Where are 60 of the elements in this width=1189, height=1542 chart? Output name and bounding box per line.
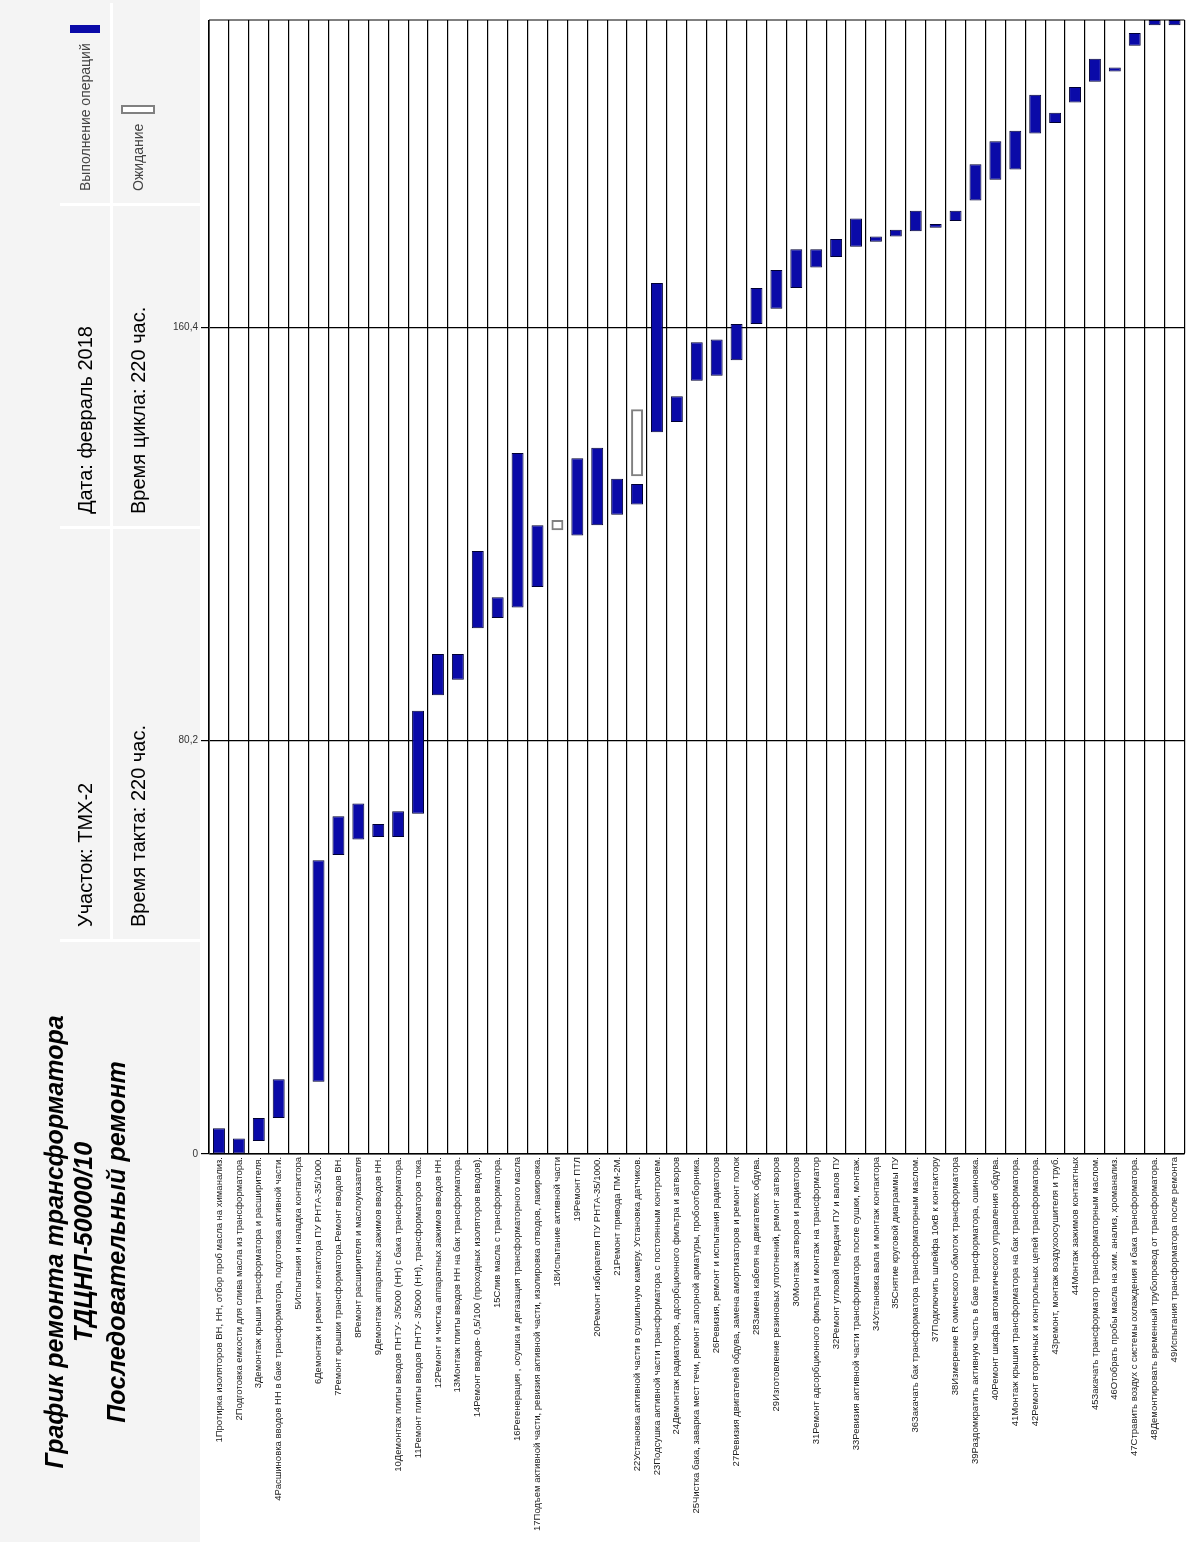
text: Дата: февраль 2018 (72, 325, 97, 516)
x-tick-label: 1Протирка изоляторов ВН, НН, отбор проб масла на химанализ. (212, 1156, 224, 1443)
text: Последовательный ремонт (102, 1060, 131, 1425)
x-tick-label: 27Ревизия двигателей обдува, замена амортизаторов и ремонт полок (730, 1156, 742, 1467)
text: Участок: ТМХ-2 (72, 781, 97, 929)
text: Время цикла: 220 час. (110, 206, 163, 526)
x-tick-label: 46Отобрать пробы масла на хим. анализ, хроманализ. (1108, 1156, 1120, 1400)
y-tick-label: 80,2 (178, 734, 199, 746)
x-tick-label: 15Слив масла с трансформатора. (491, 1156, 503, 1309)
x-tick-label: 37Подключить шлейфа 10кВ к контактору (929, 1156, 941, 1342)
x-tick-label: 33Ревизия активной части трансформатора после сушки, монтаж. (849, 1156, 861, 1451)
x-tick-label: 18Испытание активной части (551, 1156, 563, 1287)
x-tick-label: 38Измерение R омического обмоток трансформатора (949, 1156, 961, 1396)
y-tick-label: 0 (192, 1147, 199, 1159)
x-tick-label: 9Демонтаж аппаратных зажимов вводов НН. (371, 1156, 383, 1356)
x-tick-label: 12Ремонт и чистка аппаратных зажимов вводов НН. (431, 1156, 443, 1389)
text: Время такта: 220 час. (110, 529, 163, 939)
x-tick-label: 34Установка вала и монтаж контактора (869, 1156, 881, 1331)
x-tick-label: 4Расшиновка вводов НН в баке трансформатора, подготовка активной части. (272, 1156, 284, 1501)
x-tick-label: 41Монтаж крышки трансформатора на бак трансформатора. (1008, 1156, 1020, 1427)
x-tick-label: 5Испытания и наладка контактора (292, 1156, 304, 1310)
x-tick-label: 48Демонтировать временный трубопровод от трансформатора. (1148, 1156, 1160, 1440)
x-tick-label: 39Раздомкратить активную часть в баке трансформатора, ошиновка. (969, 1156, 981, 1465)
y-tick-label: 160,4 (172, 320, 199, 332)
x-tick-label: 31Ремонт адсорбционного фильтра и монтаж на трансформатор (809, 1156, 821, 1445)
x-tick-label: 44Монтаж зажимов контактных (1068, 1156, 1080, 1296)
x-tick-label: 32Ремонт угловой передачи ПУ и валов ПУ (829, 1156, 841, 1350)
x-tick-label: 35Снятие круговой диаграммы ПУ (889, 1156, 901, 1309)
x-tick-label: 24Демонтаж радиаторов, адсорбционного фильтра и затворов (670, 1156, 682, 1435)
x-tick-label: 19Ремонт ПТЛ (570, 1156, 582, 1222)
x-tick-label: 6Демонтаж и ремонт контактора ПУ РНТА-35/1000. (312, 1156, 324, 1385)
x-tick-label: 21Ремонт привода ПМ-2М. (610, 1156, 622, 1276)
x-tick-label: 22Установка активной части в сушильную камеру. Установка датчиков. (630, 1156, 642, 1472)
x-tick-label: 49Испытания трансформатора после ремонта (1168, 1156, 1180, 1363)
x-tick-label: 36Закачать бак трансформатора трансформаторным маслом. (909, 1156, 921, 1433)
x-tick-label: 40Ремонт шкафа автоматического управления обдува. (989, 1156, 1001, 1401)
x-tick-label: 16Регенерация , осушка и дегазация трансформаторного масла (511, 1156, 523, 1442)
x-tick-label: 7Ремонт крышки трансформатора.Ремонт вводов ВН. (332, 1156, 344, 1396)
x-tick-label: 14Ремонт вводов- 0,5/100 (проходных изоляторов вводов). (471, 1156, 483, 1418)
x-tick-label: 8Ремонт расширителя и маслоуказателя (351, 1156, 363, 1338)
x-tick-label: 10Демонтаж плиты вводов ПНТУ- 3/5000 (НН) с бака трансформатора. (391, 1156, 403, 1472)
legend-label: Ожидание (130, 123, 146, 191)
x-tick-label: 29Изготовление резиновых уплотнений, ремонт затворов (770, 1156, 782, 1412)
x-tick-label: 26Ревизия, ремонт и испытания радиаторов (710, 1156, 722, 1354)
x-tick-label: 28Замена кабеля на двигателях обдува. (750, 1156, 762, 1335)
legend-label: Выполнение операций (77, 43, 93, 191)
x-tick-label: 25Чистка бака, заварка мест течи, ремонт запорной арматуры, пробоотборника. (690, 1156, 702, 1514)
text: График ремонта трансформатора ТДЦНП-50000/10 (40, 1014, 98, 1471)
x-tick-label: 47Стравить воздух с системы охлаждения и бака трансформатора. (1128, 1156, 1140, 1456)
x-tick-label: 42Ремонт вторичных и контрольных цепей трансформатора. (1028, 1156, 1040, 1427)
x-tick-label: 23Подсушка активной части трансформатора с постоянным контролем. (650, 1156, 662, 1476)
x-tick-label: 11Ремонт плиты вводов ПНТУ- 3/5000 (НН), трансформаторов тока. (411, 1156, 423, 1459)
x-tick-label: 3Демонтаж крыши трансформатора и расширителя. (252, 1156, 264, 1389)
x-tick-label: 45Закачать трансформатор трансформаторным маслом. (1088, 1156, 1100, 1410)
x-tick-label: 13Монтаж плиты вводов НН на бак трансформатора. (451, 1156, 463, 1393)
x-tick-label: 43ремонт, монтаж воздухоосушителя и труб. (1048, 1156, 1060, 1355)
x-tick-label: 30Монтаж затворов и радиаторов (789, 1156, 801, 1307)
x-tick-label: 17Подъем активной части, ревизия активной части, изолировка отводов, лакировка. (531, 1156, 543, 1532)
x-tick-label: 20Ремонт избирателя ПУ РНТА-35/1000. (590, 1156, 602, 1337)
x-tick-label: 2Подготовка емкости для слива масла из трансформатора. (232, 1156, 244, 1421)
